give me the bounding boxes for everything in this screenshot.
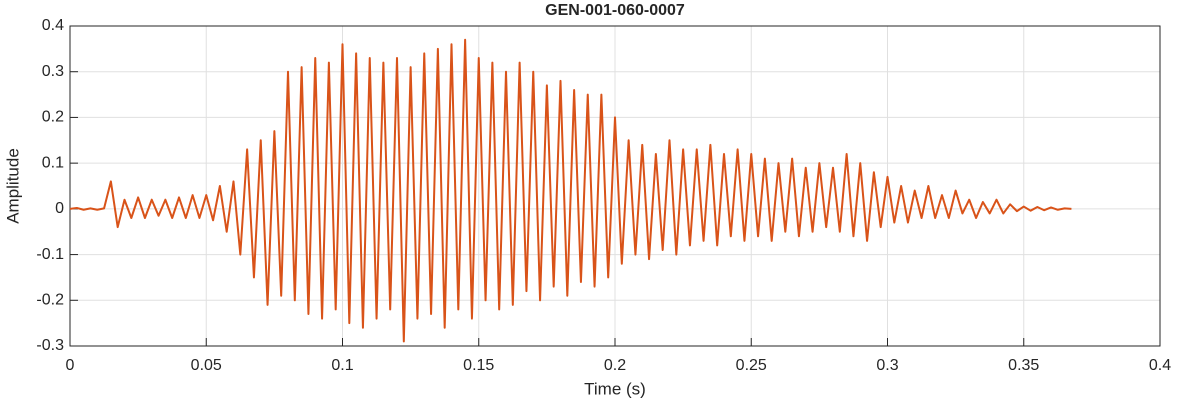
x-tick-label: 0.15 (463, 357, 494, 374)
y-tick-label: 0.4 (42, 17, 64, 34)
y-tick-label: -0.2 (36, 292, 64, 309)
y-tick-label: -0.3 (36, 337, 64, 354)
y-tick-label: 0 (55, 200, 64, 217)
x-tick-label: 0.3 (876, 357, 898, 374)
y-axis-label: Amplitude (3, 148, 22, 224)
x-tick-label: 0 (66, 357, 75, 374)
y-tick-label: 0.1 (42, 154, 64, 171)
x-tick-label: 0.4 (1149, 357, 1171, 374)
x-tick-label: 0.05 (191, 357, 222, 374)
y-tick-label: -0.1 (36, 246, 64, 263)
waveform-line (69, 38, 1072, 343)
y-tick-label: 0.3 (42, 63, 64, 80)
plot-frame (69, 25, 1161, 347)
x-tick-label: 0.35 (1008, 357, 1039, 374)
x-tick-label: 0.25 (736, 357, 767, 374)
x-axis-label: Time (s) (584, 379, 646, 398)
chart-title: GEN-001-060-0007 (545, 2, 685, 19)
x-tick-label: 0.1 (331, 357, 353, 374)
y-tick-label: 0.2 (42, 109, 64, 126)
x-tick-label: 0.2 (604, 357, 626, 374)
